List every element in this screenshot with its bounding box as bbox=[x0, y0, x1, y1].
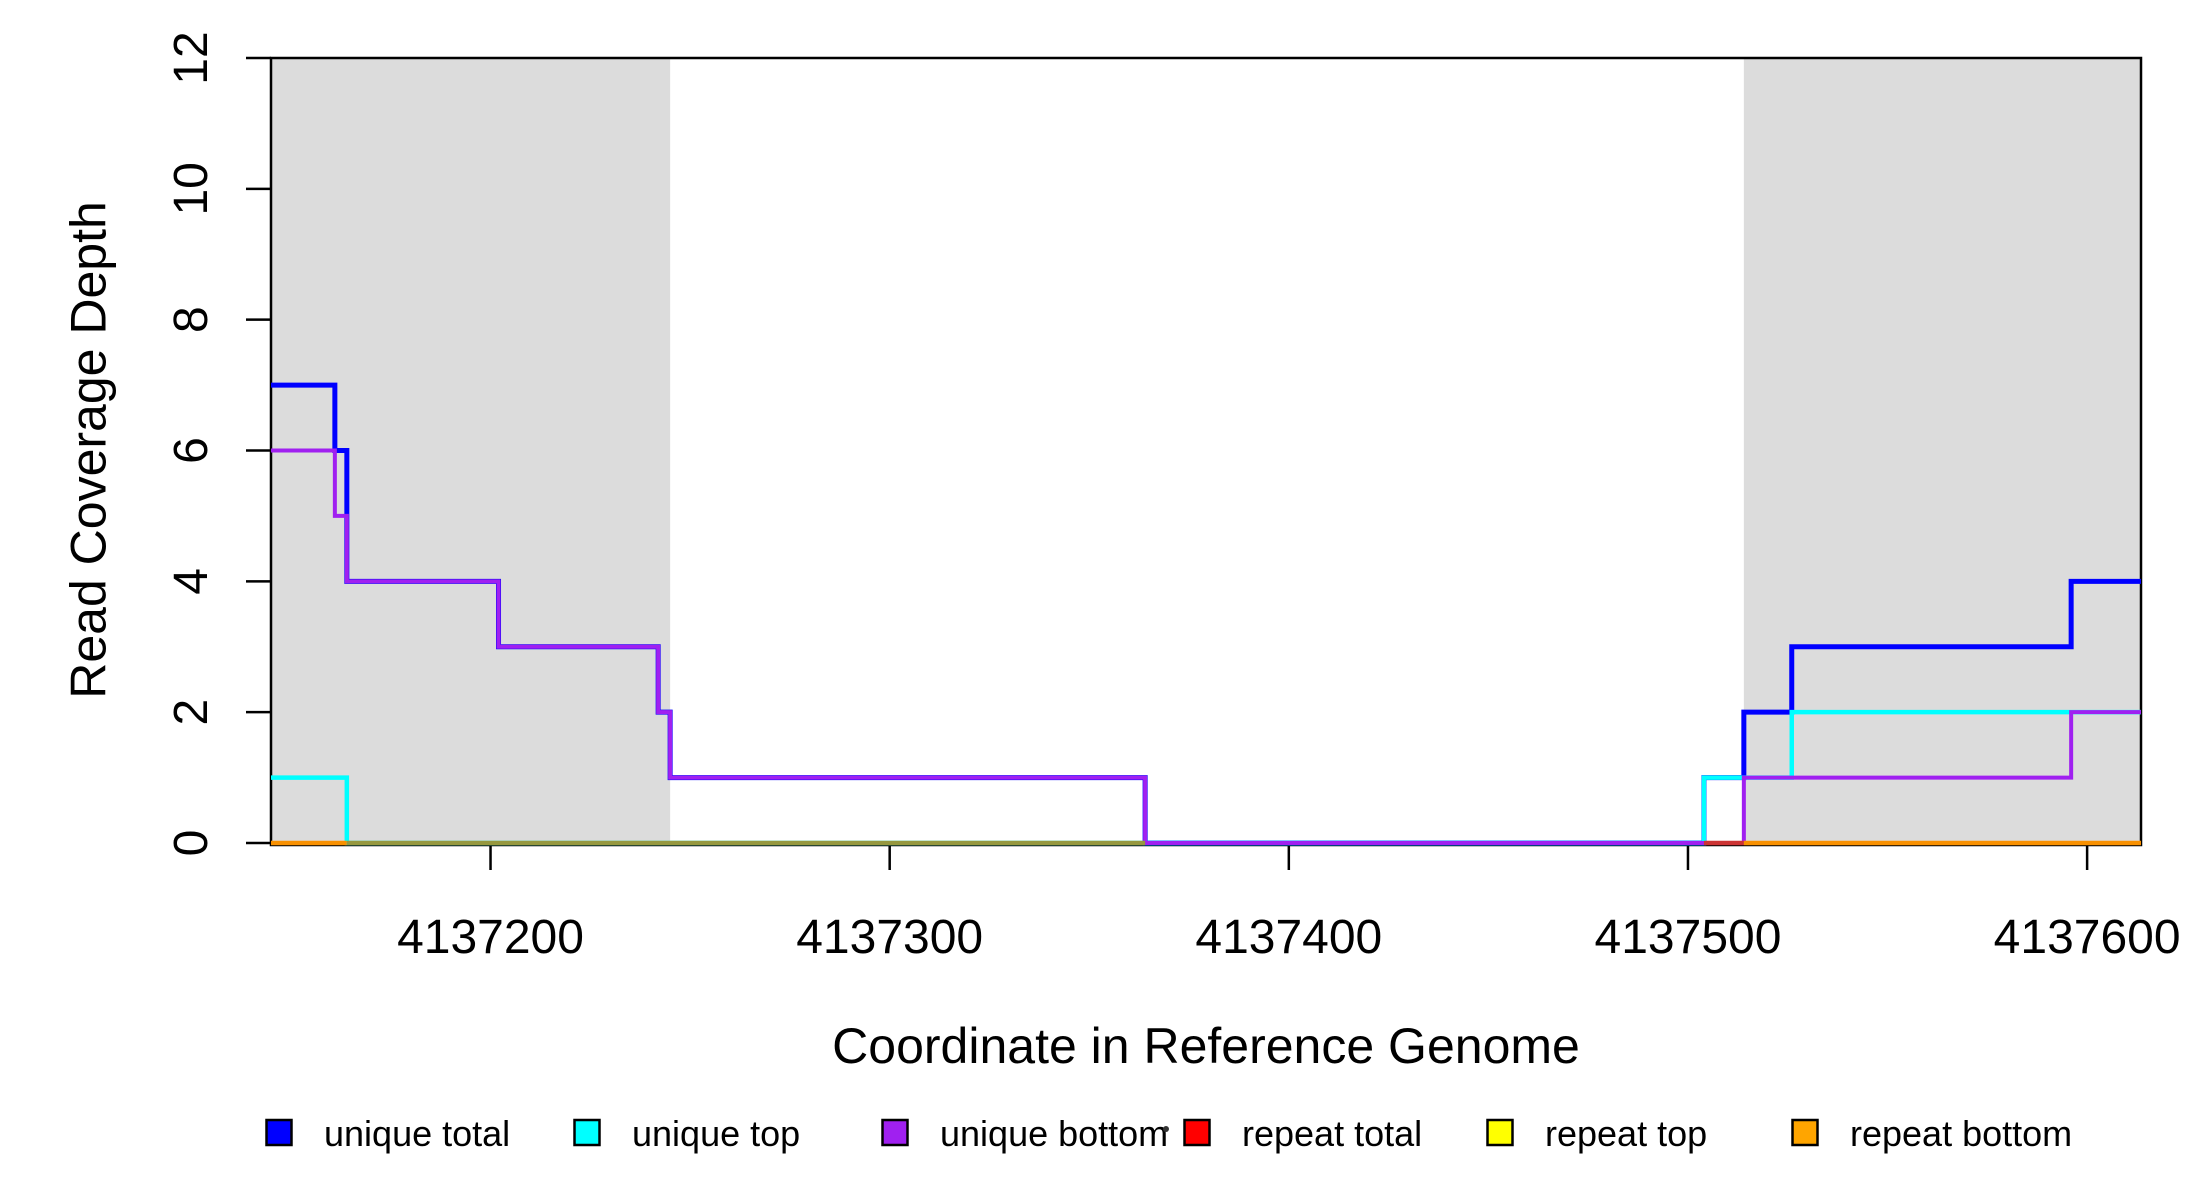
series-line-unique-bottom bbox=[271, 448, 2141, 845]
legend-swatch-unique-top bbox=[573, 1118, 601, 1147]
y-tick-label: 10 bbox=[165, 162, 218, 215]
legend-swatch-repeat-total bbox=[1183, 1118, 1211, 1147]
legend-label-unique-total: unique total bbox=[324, 1113, 510, 1154]
legend-swatch-unique-total bbox=[265, 1118, 293, 1147]
legend-swatch-repeat-bottom bbox=[1791, 1118, 1819, 1147]
series-line-unique-top bbox=[271, 709, 2141, 846]
legend-stray-dot bbox=[1163, 1126, 1169, 1132]
legend-label-unique-top: unique top bbox=[632, 1113, 800, 1154]
legend-swatch-unique-bottom bbox=[881, 1118, 909, 1147]
y-axis-title: Read Coverage Depth bbox=[61, 201, 117, 699]
y-tick-label: 0 bbox=[165, 830, 218, 857]
x-tick-label: 4137500 bbox=[1595, 911, 1782, 964]
y-tick-label: 4 bbox=[165, 568, 218, 595]
y-tick-label: 2 bbox=[165, 699, 218, 726]
x-axis-title: Coordinate in Reference Genome bbox=[832, 1018, 1580, 1074]
legend-label-repeat-bottom: repeat bottom bbox=[1850, 1113, 2072, 1154]
legend-label-repeat-top: repeat top bbox=[1545, 1113, 1707, 1154]
y-tick-label: 6 bbox=[165, 437, 218, 464]
x-tick-label: 4137400 bbox=[1195, 911, 1382, 964]
x-tick-label: 4137600 bbox=[1994, 911, 2181, 964]
legend-label-unique-bottom: unique bottom bbox=[940, 1113, 1168, 1154]
y-tick-label: 8 bbox=[165, 306, 218, 333]
legend-swatch-repeat-top bbox=[1486, 1118, 1514, 1147]
legend-label-repeat-total: repeat total bbox=[1242, 1113, 1422, 1154]
y-tick-label: 12 bbox=[165, 31, 218, 84]
repeat-region-shading bbox=[1743, 58, 2141, 843]
x-tick-label: 4137300 bbox=[796, 911, 983, 964]
x-tick-label: 4137200 bbox=[397, 911, 584, 964]
